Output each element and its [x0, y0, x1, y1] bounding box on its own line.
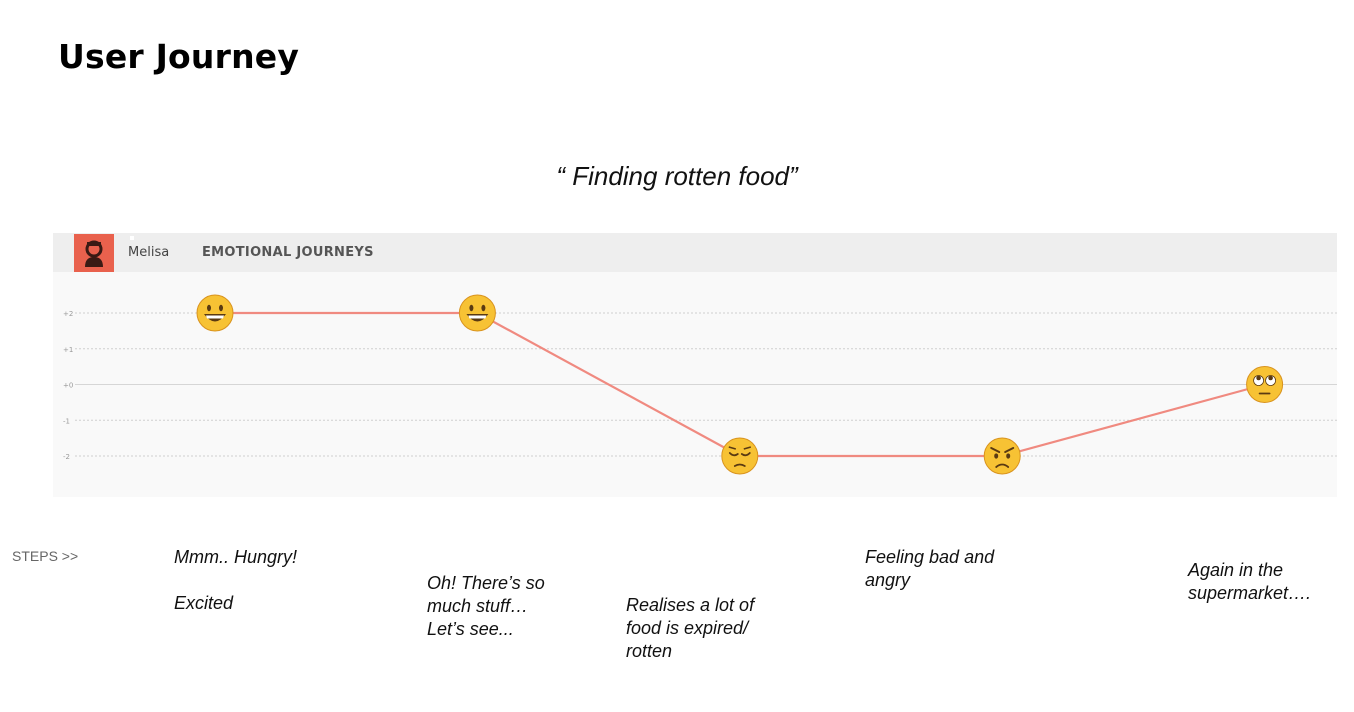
teeth: [468, 315, 487, 319]
face-base: [983, 437, 1021, 475]
page-title: User Journey: [58, 37, 300, 76]
avatar[interactable]: [74, 234, 134, 272]
pensive-face-icon: [728, 446, 752, 467]
eye-roll-face-icon: [1253, 375, 1276, 395]
avatar-badge: [130, 236, 134, 240]
angry-face-icon: [990, 447, 1015, 468]
eye: [219, 304, 223, 312]
eye: [1265, 375, 1276, 386]
y-tick-label: -1: [63, 417, 70, 425]
step-description: Mmm.. Hungry! Excited: [174, 547, 298, 613]
eye: [1253, 375, 1264, 386]
y-tick-label: -2: [63, 453, 70, 461]
panel-header: Melisa EMOTIONAL JOURNEYS: [53, 233, 1337, 272]
eye: [1006, 453, 1011, 459]
face-base: [721, 437, 759, 475]
y-tick-label: +1: [63, 346, 73, 354]
step-description: Again in the supermarket….: [1188, 560, 1312, 603]
step-description: Oh! There’s so much stuff… Let’s see...: [427, 573, 545, 639]
panel-title: EMOTIONAL JOURNEYS: [202, 245, 374, 260]
data-point: [196, 294, 234, 332]
step-description: Realises a lot of food is expired/ rotte…: [626, 595, 755, 661]
steps-label: STEPS >>: [12, 548, 79, 564]
face-base: [458, 294, 496, 332]
brow: [990, 447, 1001, 453]
series-line-segment: [1001, 383, 1266, 458]
data-point: [721, 437, 759, 475]
teeth: [206, 315, 224, 319]
face-base: [196, 294, 234, 332]
eye: [994, 453, 999, 459]
face-base: [1246, 366, 1284, 403]
data-point: [458, 294, 496, 332]
emotion-line-chart: +2 +1 +0 -1 -2: [63, 294, 1337, 475]
grinning-face-icon: [204, 304, 226, 322]
series-line-segment: [476, 311, 741, 458]
eye: [469, 304, 474, 312]
pupil: [1256, 375, 1261, 381]
data-point: [983, 437, 1021, 475]
eye: [481, 304, 486, 312]
user-avatar-icon: [85, 240, 103, 267]
chart-subtitle: “ Finding rotten food”: [556, 161, 798, 191]
eye: [740, 452, 751, 457]
mouth: [733, 463, 746, 467]
brow: [728, 446, 737, 450]
eye: [728, 452, 739, 457]
y-tick-label: +2: [63, 310, 73, 318]
emotional-journey-panel: Melisa EMOTIONAL JOURNEYS +2 +1 +0 -1 -2: [53, 233, 1337, 497]
user-name: Melisa: [128, 245, 170, 260]
data-point: [1246, 366, 1284, 403]
grinning-face-icon: [466, 304, 489, 322]
y-tick-label: +0: [63, 382, 73, 390]
mouth: [995, 463, 1010, 468]
brow: [1004, 447, 1015, 453]
brow: [743, 446, 752, 450]
step-description: Feeling bad and angry: [865, 547, 995, 590]
pupil: [1268, 375, 1273, 381]
eye: [207, 304, 211, 312]
